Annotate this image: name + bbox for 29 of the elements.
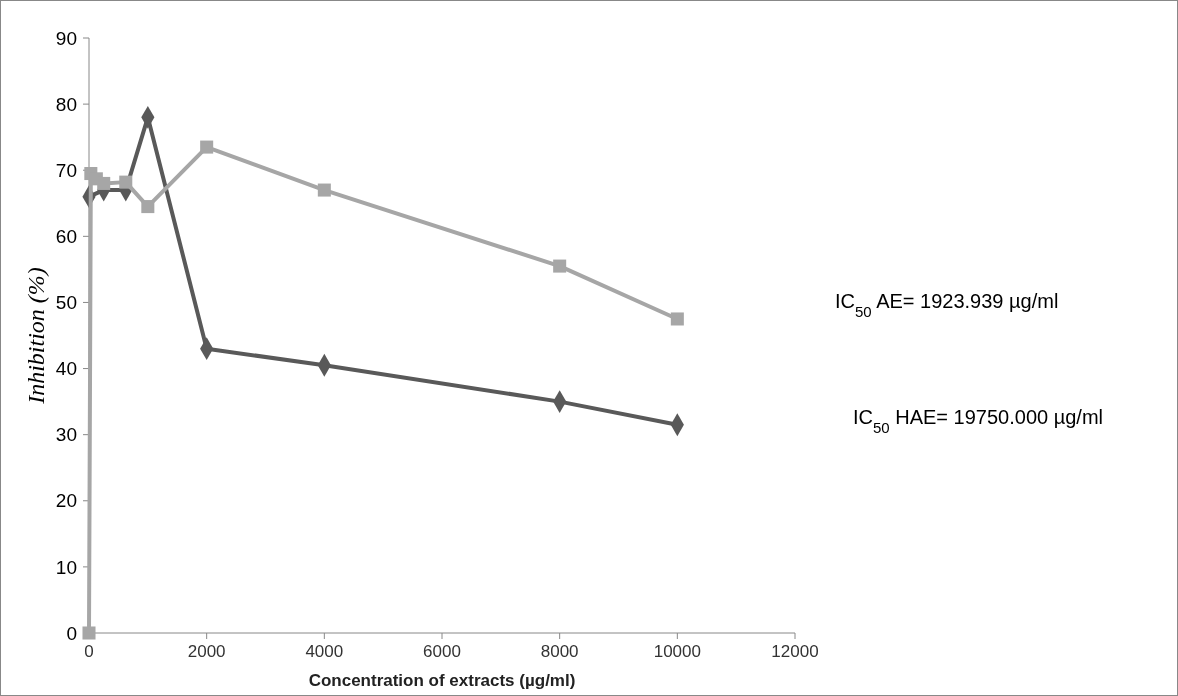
y-tick-label: 70 — [55, 159, 77, 181]
y-tick-label: 90 — [55, 27, 77, 49]
text: IC$_{50}$ AE= 1923.939 µg/ml — [835, 290, 1059, 320]
point — [141, 200, 155, 214]
point — [200, 140, 214, 154]
point — [97, 176, 111, 190]
y-tick-label: 0 — [66, 622, 77, 644]
text: IC$_{50}$ HAE= 19750.000 µg/ml — [853, 406, 1104, 436]
x-tick-label: 10000 — [653, 642, 701, 661]
x-axis-title: Concentration of extracts (µg/ml) — [308, 671, 576, 690]
x-tick-label: 8000 — [540, 642, 579, 661]
x-tick-label: 2000 — [187, 642, 226, 661]
y-tick-label: 60 — [55, 225, 77, 247]
x-tick-label: 0 — [84, 642, 94, 661]
x-tick-label: 12000 — [771, 642, 819, 661]
x-tick-label: 6000 — [423, 642, 461, 661]
y-tick-label: 20 — [55, 490, 77, 512]
y-axis-title: Inhibition (%) — [23, 267, 49, 405]
y-tick-label: 50 — [55, 292, 77, 314]
y-tick-label: 40 — [55, 358, 77, 380]
point — [317, 183, 331, 197]
y-tick-label: 30 — [55, 424, 77, 446]
y-tick-label: 10 — [55, 556, 77, 578]
y-tick-label: 80 — [55, 93, 77, 115]
point — [82, 626, 96, 640]
point — [553, 259, 567, 273]
point — [119, 175, 133, 189]
x-tick-label: 4000 — [305, 642, 344, 661]
point — [670, 312, 684, 326]
